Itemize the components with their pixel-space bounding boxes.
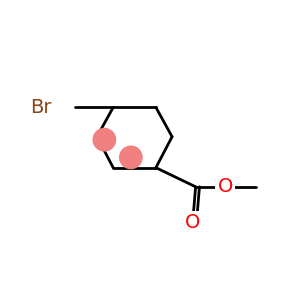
Circle shape — [120, 146, 142, 169]
Text: Br: Br — [30, 98, 52, 117]
Circle shape — [93, 128, 116, 151]
Text: O: O — [218, 177, 233, 196]
Text: O: O — [185, 213, 200, 232]
